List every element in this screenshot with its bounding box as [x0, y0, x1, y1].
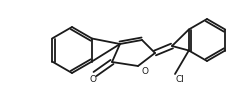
Text: O: O — [141, 67, 148, 76]
Text: O: O — [90, 75, 96, 84]
Text: Cl: Cl — [176, 75, 185, 84]
